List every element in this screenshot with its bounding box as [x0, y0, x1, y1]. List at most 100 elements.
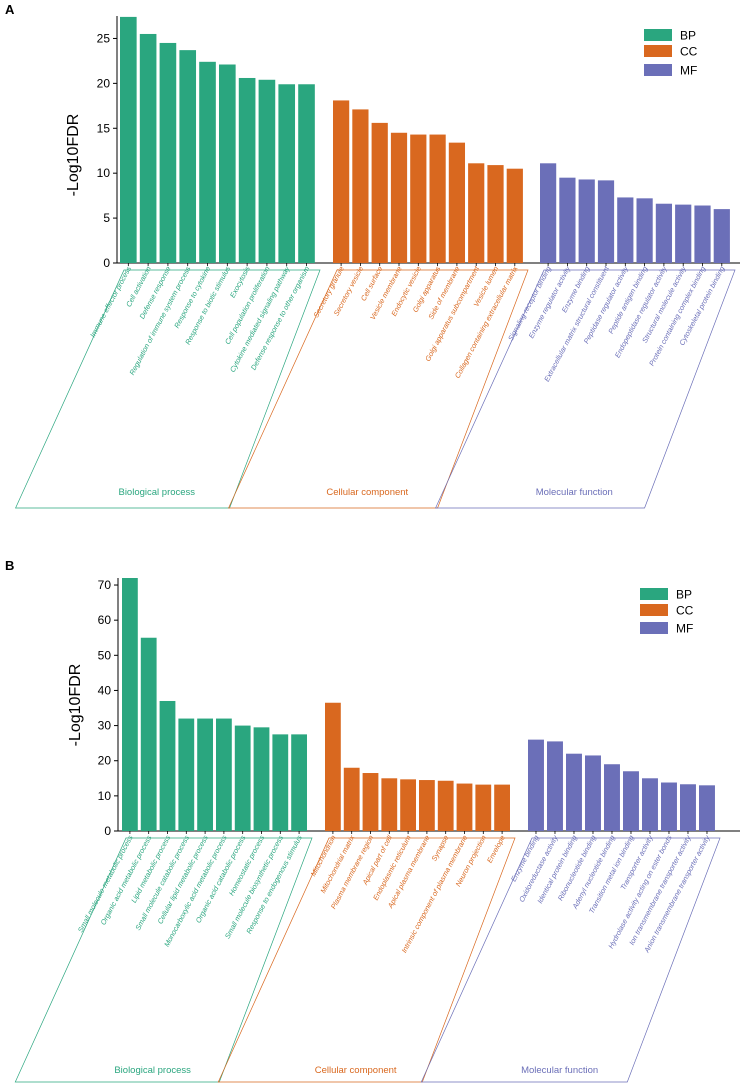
- bar-cc: [487, 165, 504, 263]
- bar-bp: [159, 42, 177, 264]
- bar-bp: [140, 637, 157, 831]
- bar-bp: [159, 700, 176, 831]
- bar-bp: [234, 725, 251, 831]
- y-tick-label: 15: [97, 121, 111, 135]
- bar-mf: [604, 764, 620, 831]
- y-axis-label: -Log10FDR: [67, 664, 84, 747]
- bar-cc: [448, 142, 466, 263]
- bar-bp: [272, 734, 289, 831]
- y-tick-label: 10: [97, 166, 111, 180]
- bar-cc: [419, 780, 435, 831]
- bar-mf: [578, 179, 595, 263]
- panel-label-b: B: [5, 558, 14, 573]
- bar-bp: [178, 718, 195, 831]
- bar-bp: [120, 16, 137, 264]
- bar-cc: [352, 109, 369, 263]
- y-tick-label: 50: [98, 648, 112, 662]
- bar-mf: [585, 755, 601, 831]
- bar-bp: [258, 79, 276, 264]
- group-title: Biological process: [114, 1065, 191, 1076]
- y-tick-label: 25: [97, 31, 111, 45]
- legend-label-mf: MF: [676, 622, 693, 636]
- bar-bp: [253, 727, 270, 831]
- bar-mf: [661, 782, 677, 831]
- y-tick-label: 10: [98, 789, 112, 803]
- group-title: Biological process: [118, 487, 195, 498]
- bar-mf: [617, 197, 634, 263]
- bar-mf: [713, 209, 730, 263]
- bar-bp: [238, 77, 256, 263]
- group-title: Molecular function: [521, 1065, 598, 1076]
- bar-cc: [468, 163, 485, 263]
- y-tick-label: 60: [98, 613, 112, 627]
- bar-mf: [566, 753, 582, 831]
- bar-mf: [655, 203, 673, 263]
- bar-mf: [636, 198, 653, 263]
- bar-bp: [199, 61, 216, 263]
- bar-cc: [325, 702, 341, 831]
- bar-mf: [540, 163, 557, 263]
- panel-label-a: A: [5, 2, 15, 17]
- bar-mf: [642, 778, 658, 831]
- bar-cc: [333, 100, 350, 263]
- group-title: Molecular function: [536, 487, 613, 498]
- legend-label-cc: CC: [680, 45, 698, 59]
- bar-mf: [528, 739, 544, 831]
- bar-cc: [381, 778, 398, 831]
- bar-bp: [219, 64, 236, 263]
- legend-label-cc: CC: [676, 604, 694, 618]
- y-tick-label: 0: [104, 824, 111, 838]
- bar-cc: [456, 783, 473, 831]
- group-box-mf: [435, 269, 736, 509]
- legend-swatch-cc: [640, 604, 668, 616]
- legend-swatch-mf: [644, 64, 672, 76]
- bar-cc: [506, 168, 523, 263]
- group-title: Cellular component: [326, 487, 408, 498]
- bar-bp: [298, 84, 315, 264]
- bar-mf: [547, 741, 563, 831]
- bar-bp: [278, 84, 296, 264]
- legend-label-bp: BP: [680, 29, 696, 43]
- bar-mf: [559, 177, 576, 263]
- bar-mf: [623, 771, 639, 831]
- bar-mf: [680, 784, 696, 831]
- bar-cc: [429, 134, 446, 263]
- legend-label-bp: BP: [676, 588, 692, 602]
- bar-cc: [343, 767, 360, 831]
- y-tick-label: 30: [98, 719, 112, 733]
- bar-bp: [122, 578, 138, 831]
- y-tick-label: 40: [98, 683, 112, 697]
- y-tick-label: 0: [103, 256, 110, 270]
- bar-bp: [139, 33, 157, 263]
- group-title: Cellular component: [315, 1065, 397, 1076]
- bar-bp: [216, 718, 232, 831]
- bar-cc: [437, 780, 454, 831]
- bar-bp: [291, 734, 307, 831]
- legend-swatch-bp: [640, 588, 668, 600]
- bar-cc: [371, 122, 388, 263]
- bar-cc: [362, 773, 379, 831]
- y-tick-label: 5: [103, 211, 110, 225]
- bar-mf: [699, 785, 715, 831]
- y-tick-label: 20: [97, 76, 111, 90]
- bar-bp: [197, 718, 213, 831]
- y-axis-label: -Log10FDR: [65, 114, 82, 197]
- legend-swatch-mf: [640, 622, 668, 634]
- bar-cc: [400, 779, 416, 831]
- y-tick-label: 70: [98, 578, 112, 592]
- legend-swatch-bp: [644, 29, 672, 41]
- bar-cc: [410, 134, 427, 263]
- legend-label-mf: MF: [680, 64, 697, 78]
- bar-mf: [675, 204, 692, 263]
- legend-swatch-cc: [644, 45, 672, 57]
- bar-mf: [694, 205, 711, 263]
- bar-cc: [475, 784, 492, 831]
- bar-mf: [597, 180, 615, 263]
- bar-bp: [179, 50, 197, 264]
- bar-cc: [494, 784, 510, 831]
- bar-cc: [390, 132, 408, 263]
- group-box-mf: [420, 837, 721, 1083]
